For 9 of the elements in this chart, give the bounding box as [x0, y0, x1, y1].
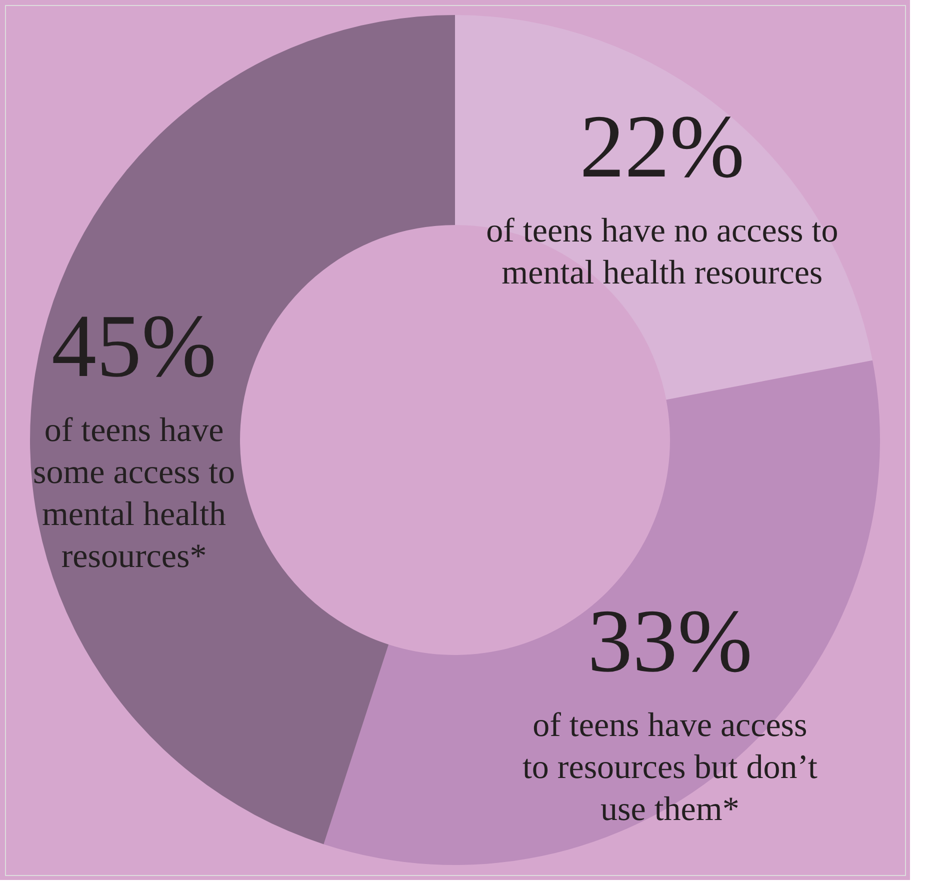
data-label: 45%: [52, 297, 216, 396]
data-label: 22%: [580, 98, 745, 197]
slice-label: of teens have some access to mental health resources*: [32, 412, 236, 576]
data-label: 33%: [587, 592, 752, 691]
donut-slice: [30, 15, 455, 844]
slice-label: of teens have access to resources but don’t use them*: [522, 706, 818, 828]
donut-slice: [455, 15, 872, 400]
donut-slice: [324, 360, 880, 864]
slice-label: of teens have no access to mental health resources: [486, 212, 838, 292]
